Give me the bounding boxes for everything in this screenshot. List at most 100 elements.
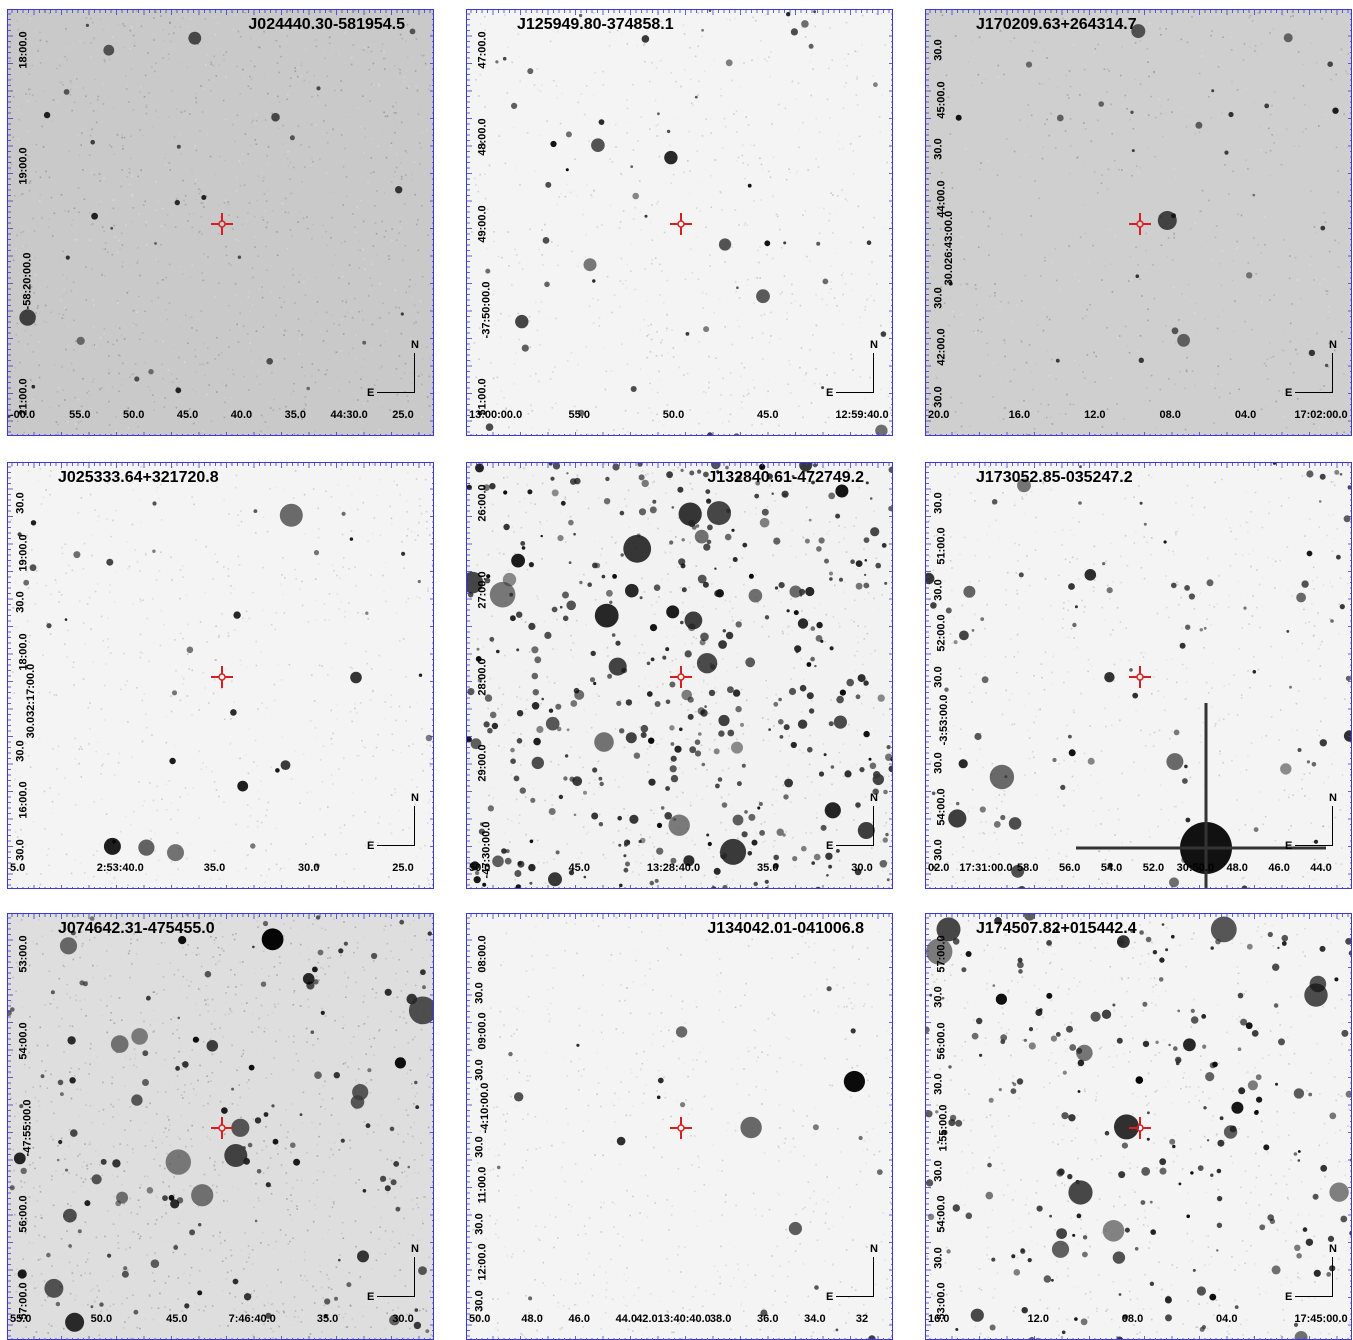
noise-speck xyxy=(219,50,221,52)
noise-speck xyxy=(1084,232,1086,235)
noise-speck xyxy=(1145,249,1147,252)
noise-speck xyxy=(118,372,120,375)
noise-speck xyxy=(227,346,230,348)
noise-speck xyxy=(526,132,529,134)
noise-speck xyxy=(609,204,612,207)
noise-speck xyxy=(20,602,22,605)
noise-speck xyxy=(102,28,105,31)
noise-speck xyxy=(145,104,148,106)
noise-speck xyxy=(199,621,202,623)
noise-speck xyxy=(251,385,254,388)
noise-speck xyxy=(844,58,846,60)
star xyxy=(955,114,962,121)
noise-speck xyxy=(1054,147,1057,149)
noise-speck xyxy=(24,844,27,847)
noise-speck xyxy=(1296,279,1299,281)
noise-speck xyxy=(113,224,115,227)
noise-speck xyxy=(245,220,248,222)
noise-speck xyxy=(492,293,495,295)
noise-speck xyxy=(59,64,61,67)
target-crosshair-icon xyxy=(1128,212,1151,235)
noise-speck xyxy=(239,185,242,187)
noise-speck xyxy=(234,629,236,631)
noise-speck xyxy=(1343,215,1346,217)
noise-speck xyxy=(315,45,318,48)
noise-speck xyxy=(717,368,720,370)
noise-speck xyxy=(12,96,15,98)
noise-speck xyxy=(49,493,51,496)
noise-speck xyxy=(165,276,167,279)
noise-speck xyxy=(1093,51,1096,54)
noise-speck xyxy=(412,372,414,375)
noise-speck xyxy=(265,200,268,202)
star xyxy=(152,501,157,506)
noise-speck xyxy=(312,160,314,163)
noise-speck xyxy=(492,377,495,380)
noise-speck xyxy=(1338,242,1340,244)
noise-speck xyxy=(42,496,45,499)
noise-speck xyxy=(518,338,520,341)
noise-speck xyxy=(1292,15,1294,17)
noise-speck xyxy=(58,404,60,407)
noise-speck xyxy=(184,195,187,197)
noise-speck xyxy=(1025,361,1028,364)
noise-speck xyxy=(400,182,402,184)
noise-speck xyxy=(481,290,484,292)
noise-speck xyxy=(81,748,83,750)
noise-speck xyxy=(818,207,821,209)
noise-speck xyxy=(1150,374,1153,377)
noise-speck xyxy=(765,60,768,62)
noise-speck xyxy=(297,66,299,69)
noise-speck xyxy=(1191,16,1193,18)
noise-speck xyxy=(742,395,745,397)
noise-speck xyxy=(382,302,384,305)
noise-speck xyxy=(480,378,483,380)
noise-speck xyxy=(683,171,685,174)
x-tick-label: 13:00:00.0 xyxy=(469,409,523,421)
noise-speck xyxy=(113,153,116,155)
noise-speck xyxy=(369,699,372,701)
noise-speck xyxy=(317,369,320,371)
noise-speck xyxy=(1134,42,1137,44)
noise-speck xyxy=(317,94,319,97)
noise-speck xyxy=(215,659,217,661)
noise-speck xyxy=(256,825,259,828)
noise-speck xyxy=(362,49,365,51)
noise-speck xyxy=(263,30,265,33)
noise-speck xyxy=(887,395,890,398)
noise-speck xyxy=(996,305,999,308)
noise-speck xyxy=(488,164,491,167)
noise-speck xyxy=(1179,370,1181,373)
noise-speck xyxy=(1015,304,1018,306)
noise-speck xyxy=(203,374,206,377)
noise-speck xyxy=(203,296,206,298)
noise-speck xyxy=(977,246,980,248)
noise-speck xyxy=(1244,289,1247,292)
noise-speck xyxy=(254,246,256,248)
noise-speck xyxy=(1337,266,1340,268)
noise-speck xyxy=(378,816,381,818)
noise-speck xyxy=(855,94,858,96)
noise-speck xyxy=(1073,273,1076,276)
noise-speck xyxy=(1286,128,1288,131)
noise-speck xyxy=(1126,108,1128,110)
noise-speck xyxy=(246,666,248,668)
noise-speck xyxy=(884,44,886,46)
noise-speck xyxy=(298,385,301,388)
noise-speck xyxy=(846,64,848,67)
noise-speck xyxy=(301,604,304,607)
x-tick-label: 08.0 xyxy=(1159,409,1181,421)
noise-speck xyxy=(189,276,191,279)
noise-speck xyxy=(403,81,405,83)
noise-speck xyxy=(245,867,247,870)
noise-speck xyxy=(233,314,235,317)
noise-speck xyxy=(126,292,129,294)
noise-speck xyxy=(37,341,40,343)
noise-speck xyxy=(974,431,977,434)
noise-speck xyxy=(856,50,858,53)
noise-speck xyxy=(1345,70,1347,72)
noise-speck xyxy=(266,154,268,157)
noise-speck xyxy=(370,137,372,140)
noise-speck xyxy=(421,728,423,730)
noise-speck xyxy=(752,16,754,19)
